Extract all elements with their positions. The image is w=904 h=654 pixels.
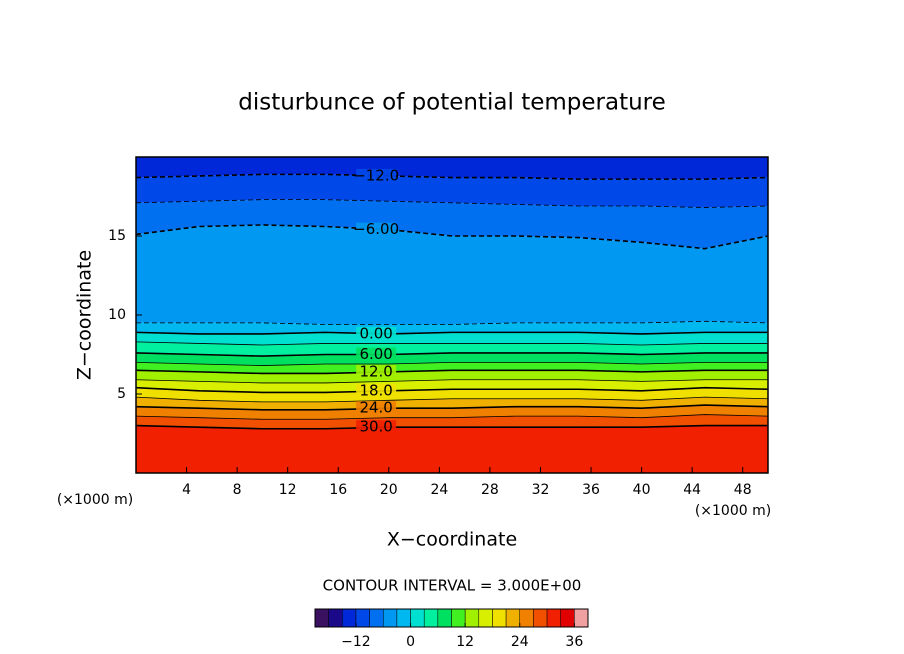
contour-label: 12.0 [359,362,392,380]
colorbar-frame [314,608,589,628]
colorbar-cell [369,608,384,628]
contour-label-bg [356,168,397,183]
colorbar-cell [574,608,589,628]
x-tick-label: 20 [380,482,398,498]
colorbar-cell [478,608,493,628]
contour-line [135,369,768,375]
contour-label: 30.0 [359,418,392,436]
colorbar-cell [451,608,466,628]
contour-line [135,396,769,403]
contour-interval: CONTOUR INTERVAL = 3.000E+00 [323,577,582,595]
contour-fill [136,157,768,180]
contour-fill [136,199,768,249]
colorbar-tick-label: 0 [406,634,415,650]
contour-line [135,414,769,420]
x-tick-label: 12 [279,482,297,498]
colorbar-tick-label: 36 [565,634,583,650]
colorbar-tick-label: 24 [511,634,529,650]
x-tick-label: 48 [734,482,752,498]
y-axis-label: Z−coordinate [74,250,96,380]
contour-label-bg [356,326,397,341]
contour-line [135,386,769,394]
contour-label: −6.00 [353,220,399,238]
contour-line [135,341,768,346]
contour-line [135,361,768,366]
colorbar-cell [464,608,480,628]
contour-fill [136,174,768,208]
y-tick-label: 5 [117,386,126,402]
contour-label: 24.0 [359,399,392,417]
x-tick-label: 40 [633,482,651,498]
contour-label-bg [356,222,397,237]
colorbar-cell [519,608,534,628]
colorbar-cell [314,608,329,628]
contour-fill [136,321,768,334]
x-unit-right: (×1000 m) [695,503,771,519]
colorbar-cell [505,608,521,628]
colorbar-cell [342,608,357,628]
colorbar-cell [355,608,370,628]
x-tick-label: 28 [481,482,499,498]
contour-line [136,320,769,325]
chart-title: disturbunce of potential temperature [238,90,666,116]
colorbar-tick-label: 12 [456,634,474,650]
contour-line [135,424,768,430]
contour-fill [136,224,768,325]
colorbar-cell [533,608,548,628]
colorbar-cell [492,608,507,628]
contour-line [135,224,769,250]
colorbar-cell [410,608,425,628]
contour-fill [136,341,768,357]
x-unit-left: (×1000 m) [57,492,133,508]
contour-fill [136,414,768,429]
contour-fill [136,387,768,402]
colorbar-cell [383,608,398,628]
contour-fill [136,332,768,346]
colorbar-cell [396,608,411,628]
colorbar-tick-label: −12 [341,634,371,650]
contour-label: 6.00 [359,345,392,363]
contour-line [135,404,769,411]
contour-fill [136,425,768,473]
colorbar-cell [423,608,439,628]
x-tick-label: 32 [532,482,550,498]
contour-label-bg [356,383,397,398]
contour-line [135,379,768,384]
colorbar-cell [328,608,343,628]
x-tick-label: 4 [182,482,191,498]
contour-line [135,173,769,180]
colorbar-cell [560,608,575,628]
x-axis-label: X−coordinate [387,529,517,551]
contour-label: 0.00 [359,324,392,342]
x-tick-label: 16 [329,482,347,498]
y-tick-label: 10 [108,307,126,323]
contour-label-bg [356,401,397,416]
contour-label: −12.0 [353,166,399,184]
colorbar-cell [546,608,561,628]
contour-line [135,199,769,208]
x-tick-label: 44 [683,482,701,498]
contour-label-bg [356,347,397,362]
x-tick-label: 24 [430,482,448,498]
x-tick-label: 8 [233,482,242,498]
contour-label-bg [356,420,397,435]
y-tick-label: 15 [108,228,126,244]
contour-label-bg [356,364,397,379]
contour-fill [136,405,768,420]
x-tick-label: 36 [582,482,600,498]
colorbar-cell [437,608,452,628]
contour-line [135,331,768,335]
contour-label: 18.0 [359,381,392,399]
contour-line [135,352,768,357]
